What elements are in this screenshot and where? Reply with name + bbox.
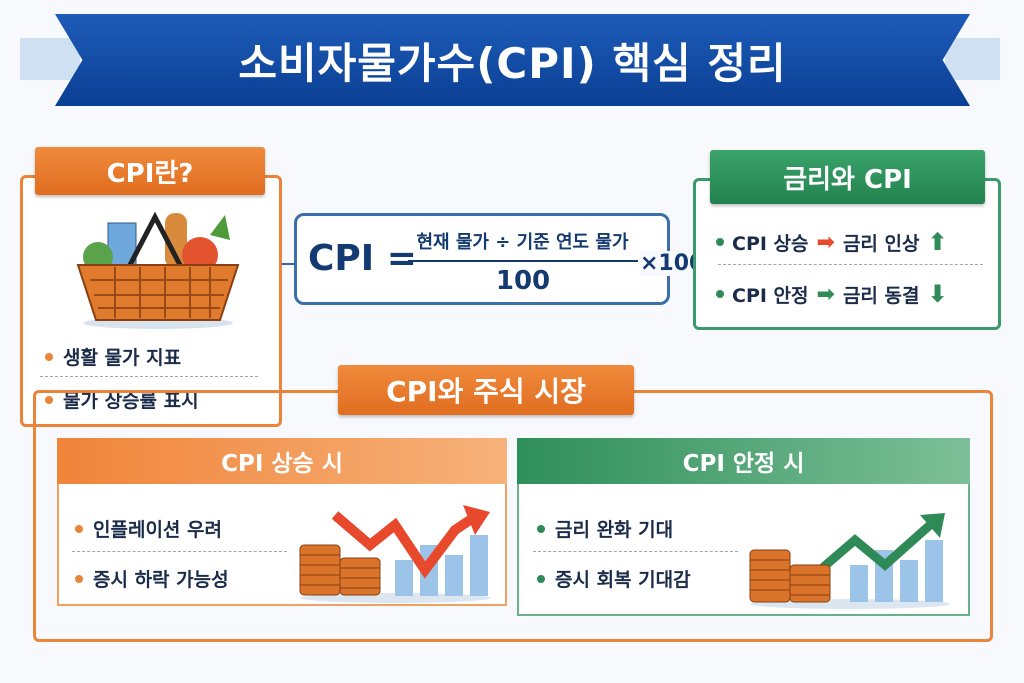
list-item: 인플레이션 우려 [75, 515, 222, 542]
bullet-text: 증시 회복 기대감 [555, 569, 691, 591]
rate-effect: 금리 동결 [842, 284, 920, 307]
divider [72, 551, 287, 552]
page-title: 소비자물가수(CPI) 핵심 정리 [55, 14, 970, 106]
bullet-icon [716, 238, 724, 246]
bullet-text: 증시 하락 가능성 [93, 569, 229, 591]
rise-header: CPI 상승 시 [57, 438, 507, 484]
rate-effect: 금리 인상 [842, 232, 920, 255]
formula-box [294, 213, 670, 305]
list-item: 생활 물가 지표 [45, 343, 181, 370]
divider [533, 551, 738, 552]
divider [40, 376, 258, 377]
bullet-icon [537, 524, 545, 533]
rate-cause: CPI 안정 [732, 284, 809, 307]
bullet-text: 생활 물가 지표 [63, 347, 182, 369]
banner-tail-left [20, 38, 80, 80]
market-header: CPI와 주식 시장 [338, 365, 634, 415]
bullet-icon [716, 290, 724, 298]
bullet-text: 인플레이션 우려 [93, 519, 222, 541]
formula-numerator: 현재 물가 ÷ 기준 연도 물가 [416, 232, 629, 253]
bullet-icon [75, 574, 83, 583]
rate-row: CPI 안정 ➡ 금리 동결 ⬇ [716, 280, 948, 308]
bullet-icon [45, 395, 53, 404]
list-item: 물가 상승률 표시 [45, 386, 199, 413]
bullet-text: 금리 완화 기대 [555, 519, 674, 541]
rate-header: 금리와 CPI [710, 150, 985, 204]
list-item: 증시 하락 가능성 [75, 565, 229, 592]
stable-header: CPI 안정 시 [517, 438, 970, 484]
rate-row: CPI 상승 ➡ 금리 인상 ⬆ [716, 228, 948, 256]
rate-cause: CPI 상승 [732, 232, 809, 255]
shopping-basket-icon [76, 211, 240, 329]
connector-line [282, 263, 296, 265]
divider [718, 264, 983, 265]
rising-chart-coins-icon [749, 513, 950, 609]
right-arrow-icon: ➡ [816, 229, 835, 255]
bullet-icon [75, 524, 83, 533]
bullet-icon [537, 574, 545, 583]
falling-chart-coins-icon [299, 505, 490, 603]
formula-lhs: CPI = [308, 238, 417, 279]
bullet-icon [45, 352, 53, 361]
list-item: 증시 회복 기대감 [537, 565, 691, 592]
cpi-definition-header: CPI란? [35, 147, 265, 195]
up-arrow-icon: ⬆ [927, 228, 948, 256]
right-arrow-icon: ➡ [816, 281, 835, 307]
formula-denominator: 100 [495, 266, 551, 296]
bullet-text: 물가 상승률 표시 [63, 390, 199, 412]
fraction-bar [408, 260, 638, 262]
down-arrow-icon: ⬇ [927, 280, 948, 308]
list-item: 금리 완화 기대 [537, 515, 673, 542]
banner-tail-right [945, 38, 1000, 80]
